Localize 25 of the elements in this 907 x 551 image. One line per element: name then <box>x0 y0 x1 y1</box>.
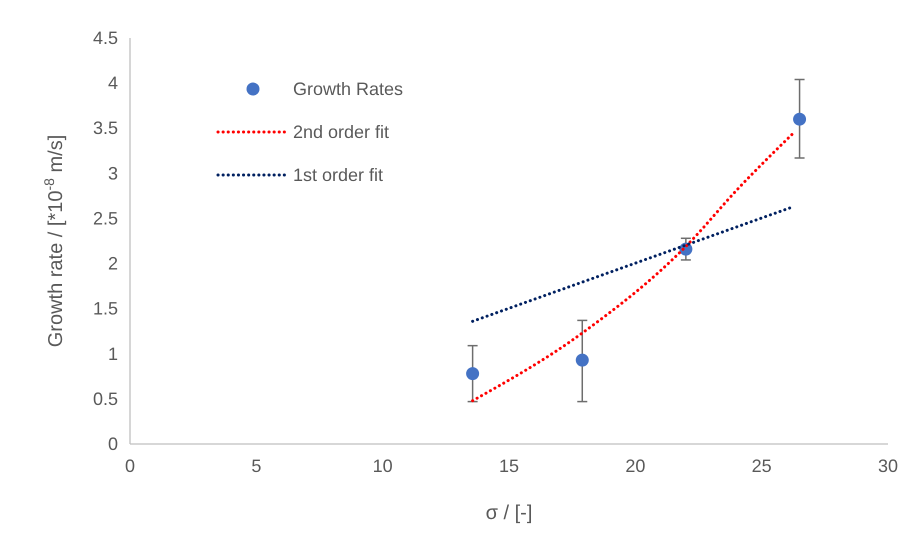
y-tick-label: 1.5 <box>92 298 118 319</box>
x-tick-label: 10 <box>372 456 393 476</box>
y-tick-label: 0.5 <box>92 388 118 409</box>
y-tick-label: 1 <box>108 344 118 364</box>
x-tick-label: 0 <box>124 456 136 476</box>
line-series <box>471 131 796 402</box>
y-tick-label: 2.5 <box>92 208 118 228</box>
y-tick-label: 2 <box>108 254 118 274</box>
x-tick-label: 15 <box>498 456 520 476</box>
legend-label: 2nd order fit <box>293 122 390 142</box>
x-tick-label: 5 <box>251 456 262 476</box>
legend-label: Growth Rates <box>293 79 404 99</box>
y-tick-label: 4.5 <box>92 28 118 48</box>
y-tick-label: 4 <box>108 73 118 94</box>
x-axis-title: σ / [-] <box>486 502 532 524</box>
x-tick-label: 30 <box>878 456 898 476</box>
point <box>793 112 806 126</box>
point <box>576 354 589 367</box>
y-tick-label: 3.5 <box>92 118 118 138</box>
y-tick-label: 0 <box>108 434 118 454</box>
y-tick-label: 3 <box>108 163 118 184</box>
x-tick-label: 20 <box>625 456 646 476</box>
legend-label: 1st order fit <box>293 165 384 185</box>
point <box>466 367 480 380</box>
x-tick-label: 25 <box>752 456 772 476</box>
